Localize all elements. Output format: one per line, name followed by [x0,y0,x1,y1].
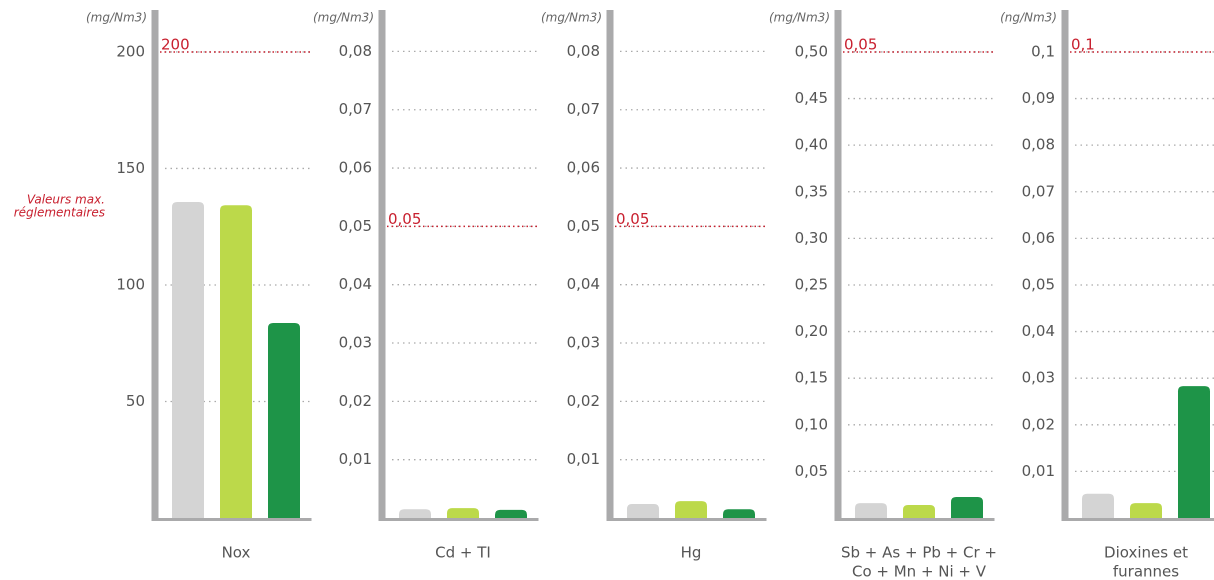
y-tick-label: 0,01 [567,450,600,468]
axis [606,10,614,521]
y-tick-label: 0,01 [1022,462,1055,480]
axis [1061,10,1069,521]
y-tick-label: 0,03 [1022,369,1055,387]
baseline [378,518,539,521]
y-tick-label: 0,09 [1022,89,1055,107]
bar [1130,503,1162,518]
bar [675,501,707,518]
y-tick-label: 0,07 [567,100,600,118]
y-tick-label: 0,15 [795,369,828,387]
unit-label: (ng/Nm3) [1000,11,1057,25]
bar [399,509,431,518]
y-tick-label: 0,03 [339,334,372,352]
unit-label: (mg/Nm3) [86,11,147,25]
y-tick-label: 100 [116,275,145,293]
bar [172,202,204,518]
y-tick-label: 0,10 [795,415,828,433]
y-tick-label: 0,05 [339,217,372,235]
y-tick-label: 0,30 [795,229,828,247]
y-tick-label: 50 [126,392,145,410]
unit-label: (mg/Nm3) [313,11,374,25]
category-label: Sb + As + Pb + Cr + [841,544,997,562]
y-tick-label: 0,04 [1022,322,1055,340]
y-tick-label: 0,50 [795,42,828,60]
y-tick-label: 0,07 [339,100,372,118]
y-tick-label: 0,06 [1022,229,1055,247]
category-label: Nox [222,544,251,562]
y-tick-label: 0,06 [339,159,372,177]
y-tick-label: 0,02 [567,392,600,410]
axis [378,10,386,521]
bar [723,509,755,518]
category-label: furannes [1113,563,1179,580]
bar [855,503,887,518]
limit-label: 200 [161,35,190,53]
y-tick-label: 0,02 [1022,415,1055,433]
y-tick-label: 0,08 [1022,136,1055,154]
y-tick-label: 0,02 [339,392,372,410]
baseline [834,518,995,521]
y-tick-label: 0,45 [795,89,828,107]
y-tick-label: 0,25 [795,275,828,293]
y-tick-label: 0,1 [1031,42,1055,60]
axis [834,10,842,521]
y-tick-label: 0,04 [567,275,600,293]
category-label: Dioxines et [1104,544,1188,562]
y-tick-label: 0,05 [795,462,828,480]
y-tick-label: 200 [116,42,145,60]
limit-label: 0,1 [1071,35,1095,53]
category-label: Co + Mn + Ni + V [852,563,987,580]
limit-label: 0,05 [388,210,421,228]
y-tick-label: 0,01 [339,450,372,468]
note: réglementaires [14,206,105,220]
limit-label: 0,05 [616,210,649,228]
bar [1178,386,1210,518]
y-tick-label: 0,35 [795,182,828,200]
y-tick-label: 0,04 [339,275,372,293]
y-tick-label: 0,05 [567,217,600,235]
bar [951,497,983,518]
y-tick-label: 0,20 [795,322,828,340]
bar [268,322,300,518]
limit-label: 0,05 [844,35,877,53]
bar [495,509,527,518]
unit-label: (mg/Nm3) [769,11,830,25]
baseline [151,518,312,521]
y-tick-label: 0,08 [567,42,600,60]
baseline [606,518,767,521]
unit-label: (mg/Nm3) [541,11,602,25]
baseline [1061,518,1214,521]
note: Valeurs max. [27,193,105,207]
bar [220,205,252,518]
y-tick-label: 0,05 [1022,275,1055,293]
y-tick-label: 0,07 [1022,182,1055,200]
y-tick-label: 0,08 [339,42,372,60]
y-tick-label: 0,03 [567,334,600,352]
bar [1082,493,1114,518]
category-label: Cd + TI [435,544,491,562]
y-tick-label: 0,06 [567,159,600,177]
bar [627,504,659,518]
y-tick-label: 150 [116,159,145,177]
axis [151,10,159,521]
bar [903,504,935,518]
category-label: Hg [681,544,702,562]
y-tick-label: 0,40 [795,136,828,154]
bar [447,508,479,518]
